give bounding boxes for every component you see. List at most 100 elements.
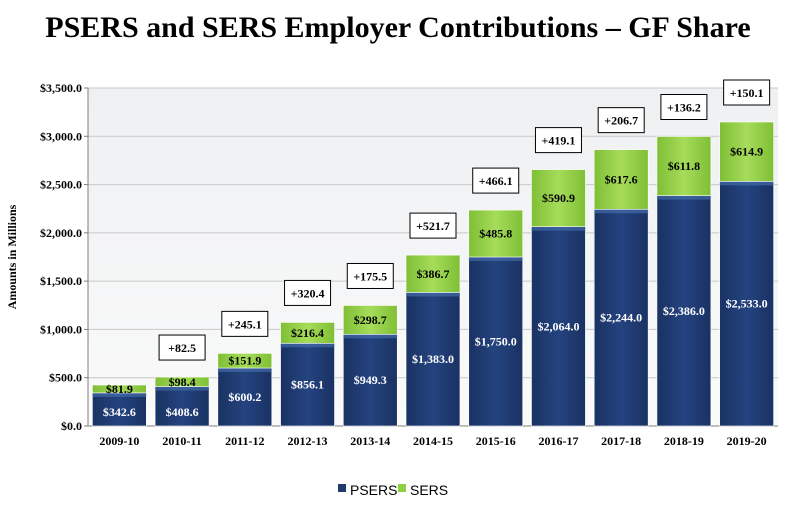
x-tick-label: 2010-11	[162, 434, 201, 448]
annotation-text: +521.7	[416, 219, 450, 233]
bar-highlight	[531, 226, 586, 231]
data-label-sers: $98.4	[169, 375, 196, 389]
bar-sers	[719, 121, 774, 182]
bar-sers	[154, 376, 210, 387]
annotation-text: +320.4	[291, 286, 325, 300]
bar-sers	[593, 149, 649, 210]
chart-title: PSERS and SERS Employer Contributions – …	[45, 11, 750, 44]
bar-psers	[92, 392, 147, 427]
data-label-psers: $1,750.0	[475, 335, 517, 349]
data-label-psers: $949.3	[354, 373, 387, 387]
bar-highlight	[155, 386, 210, 391]
annotation-box	[597, 107, 645, 134]
bar-highlight	[656, 195, 711, 200]
legend-label-psers: PSERS	[350, 482, 397, 498]
y-tick-label: $3,500.0	[40, 81, 82, 95]
data-label-sers: $614.9	[730, 145, 763, 159]
data-label-sers: $617.6	[605, 172, 638, 186]
annotation-box	[221, 310, 269, 337]
annotation-text: +245.1	[228, 317, 262, 331]
data-label-sers: $611.8	[668, 159, 700, 173]
annotation-text: +82.5	[168, 341, 196, 355]
annotation-text: +419.1	[542, 134, 576, 148]
data-label-psers: $342.6	[103, 405, 136, 419]
bar-sers	[531, 169, 586, 227]
y-tick-label: $1,500.0	[40, 274, 82, 288]
bar-psers	[154, 386, 210, 427]
bar-psers	[531, 226, 586, 427]
annotation-box	[660, 93, 708, 120]
annotation-text: +466.1	[479, 174, 513, 188]
bar-sers	[656, 136, 712, 196]
bar-sers	[468, 209, 524, 258]
annotation-box	[284, 279, 332, 306]
data-label-sers: $216.4	[291, 326, 324, 340]
data-label-psers: $1,383.0	[412, 352, 454, 366]
y-axis-label: Amounts in Millions	[5, 204, 19, 309]
annotation-box	[472, 167, 520, 194]
annotation-text: +150.1	[730, 86, 764, 100]
legend: PSERS SERS	[338, 482, 448, 498]
bar-highlight	[468, 257, 523, 261]
bar-highlight	[343, 334, 398, 339]
bar-psers	[593, 208, 649, 427]
bar-highlight	[719, 181, 774, 186]
y-axis-ticks: $0.0 $500.0 $1,000.0 $1,500.0 $2,000.0 $2,500…	[40, 81, 88, 433]
data-label-psers: $856.1	[291, 378, 324, 392]
x-tick-label: 2016-17	[538, 434, 578, 448]
annotations: +82.5 +245.1 +320.4 +175.5 +521.7 +466.1 +419.…	[158, 79, 771, 361]
annotation-box	[158, 334, 206, 361]
annotation-box	[534, 127, 582, 154]
bar-psers	[405, 292, 461, 427]
x-tick-label: 2012-13	[288, 434, 328, 448]
bar-highlight	[406, 292, 460, 297]
annotation-box	[723, 79, 771, 106]
x-tick-label: 2018-19	[664, 434, 704, 448]
legend-swatch-sers	[398, 484, 406, 492]
bar-psers	[468, 256, 524, 427]
y-tick-label: $0.0	[61, 419, 82, 433]
x-tick-label: 2017-18	[601, 434, 641, 448]
bar-psers	[280, 343, 335, 427]
data-label-psers: $408.6	[166, 405, 199, 419]
x-tick-label: 2013-14	[350, 434, 390, 448]
bar-highlight	[92, 392, 147, 397]
y-tick-label: $3,000.0	[40, 129, 82, 143]
data-label-sers: $590.9	[542, 191, 575, 205]
data-label-psers: $2,386.0	[663, 304, 705, 318]
bar-sers	[280, 322, 335, 344]
annotation-text: +206.7	[604, 114, 638, 128]
annotation-box	[409, 212, 457, 239]
data-labels: $342.6 $81.9 $408.6 $98.4 $600.2 $151.9 $856.1…	[103, 145, 768, 419]
bar-psers	[656, 195, 712, 427]
legend-label-sers: SERS	[410, 482, 448, 498]
bar-sers	[405, 254, 461, 293]
x-tick-label: 2015-16	[476, 434, 516, 448]
bar-highlight	[594, 209, 649, 214]
bar-highlight	[217, 368, 272, 373]
data-label-psers: $2,244.0	[600, 311, 642, 325]
bar-sers	[92, 384, 147, 394]
annotation-text: +175.5	[353, 269, 387, 283]
data-label-sers: $485.8	[479, 227, 512, 241]
x-tick-label: 2009-10	[99, 434, 139, 448]
legend-swatch-psers	[338, 484, 346, 492]
bar-highlight	[280, 343, 335, 348]
data-label-psers: $600.2	[228, 390, 261, 404]
y-tick-label: $500.0	[49, 371, 82, 385]
y-tick-label: $2,000.0	[40, 226, 82, 240]
data-label-sers: $81.9	[106, 382, 133, 396]
data-label-sers: $151.9	[228, 354, 261, 368]
x-tick-label: 2014-15	[413, 434, 453, 448]
bar-psers	[719, 181, 774, 427]
x-tick-label: 2019-20	[727, 434, 767, 448]
data-label-psers: $2,064.0	[537, 319, 579, 333]
y-tick-label: $2,500.0	[40, 178, 82, 192]
bar-sers	[342, 305, 398, 335]
x-tick-label: 2011-12	[225, 434, 264, 448]
y-tick-label: $1,000.0	[40, 322, 82, 336]
x-axis-ticks: 2009-10 2010-11 2011-12 2012-13 2013-14 2014-…	[99, 434, 766, 448]
bars	[92, 121, 774, 427]
